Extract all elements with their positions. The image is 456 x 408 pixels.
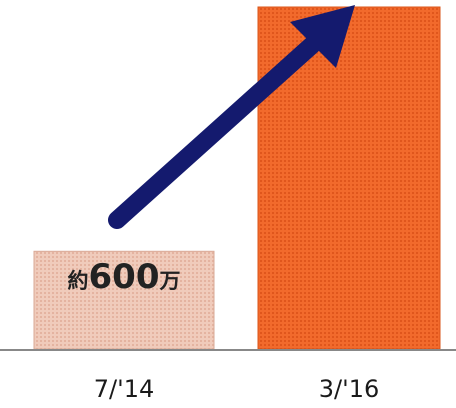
growth-arrow-shaft [108, 36, 321, 229]
bar-1 [33, 250, 215, 350]
x-tick-label-2: 3/'16 [319, 375, 380, 403]
bar-1-data-label: 約600万 [68, 257, 181, 297]
growth-arrow-head [290, 5, 355, 68]
x-tick-label-1: 7/'14 [94, 375, 155, 403]
